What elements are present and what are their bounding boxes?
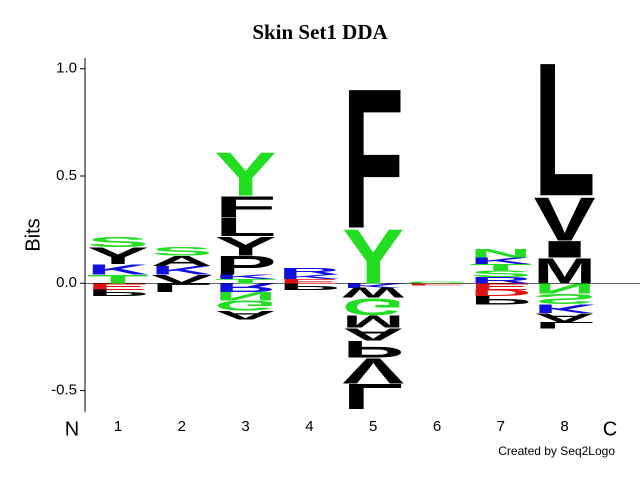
x-tick-label: 4 xyxy=(305,418,313,435)
x-tick-label: 5 xyxy=(369,418,377,435)
logo-letter: K xyxy=(215,274,277,281)
logo-letter: I xyxy=(534,236,596,263)
logo-letter: L xyxy=(151,281,213,294)
logo-letter: T xyxy=(87,273,149,286)
logo-letter: Y xyxy=(215,138,277,209)
logo-letter: E xyxy=(87,281,149,291)
logo-letter: T xyxy=(470,262,532,272)
n-terminus-label: N xyxy=(65,418,79,440)
logo-letter: R xyxy=(278,267,340,277)
x-tick-label: 3 xyxy=(241,418,249,435)
logo-letter: G xyxy=(342,293,404,320)
logo-letter: V xyxy=(342,351,404,391)
logo-letter: L xyxy=(215,212,277,242)
logo-letter: M xyxy=(534,251,596,291)
logo-letter: Y xyxy=(87,243,149,270)
logo-letter: A xyxy=(151,253,213,270)
logo-letter: K xyxy=(87,261,149,278)
logo-letter: A xyxy=(342,324,404,344)
x-tick-label: 7 xyxy=(497,418,505,435)
logo-letter: P xyxy=(470,293,532,306)
logo-letter: T xyxy=(215,278,277,285)
logo-letter: K xyxy=(278,274,340,281)
logo-letter: L xyxy=(534,24,596,237)
logo-letter: D xyxy=(470,288,532,298)
logo-letter: S xyxy=(470,269,532,279)
credit: Created by Seq2Logo xyxy=(498,444,615,458)
logo-letter: N xyxy=(534,280,596,297)
logo-letter: Y xyxy=(215,231,277,261)
logo-letter: N xyxy=(470,247,532,260)
logo-letter: K xyxy=(534,302,596,315)
logo-letter: G xyxy=(215,297,277,314)
x-tick-label: 1 xyxy=(114,418,122,435)
y-tick-label: 0.5 xyxy=(56,167,77,184)
logo-letter: L xyxy=(534,320,596,330)
x-tick-label: 6 xyxy=(433,418,441,435)
logo-letter: P xyxy=(87,288,149,298)
logo-letter: P xyxy=(342,336,404,363)
x-tick-label: 8 xyxy=(560,418,568,435)
logo-letter: V xyxy=(151,273,213,286)
logo-letter: R xyxy=(470,275,532,285)
logo-letter: N xyxy=(215,289,277,302)
y-tick-label: 1.0 xyxy=(56,60,77,77)
logo-letter: W xyxy=(342,284,404,301)
logo-letter: G xyxy=(406,281,468,284)
logo-letter: M xyxy=(342,311,404,331)
logo-letter: Y xyxy=(342,213,404,300)
y-tick-label: 0.0 xyxy=(56,274,77,291)
x-tick-label: 2 xyxy=(178,418,186,435)
logo-letter: A xyxy=(534,311,596,324)
logo-letter: S xyxy=(87,233,149,250)
logo-letter: A xyxy=(215,308,277,321)
logo-letter: V xyxy=(534,183,596,254)
logo-letter: E xyxy=(278,278,340,285)
logo-letter: L xyxy=(342,376,404,416)
logo-letter: P xyxy=(215,251,277,281)
logo-letter: E xyxy=(406,283,468,286)
logo-letter: K xyxy=(342,282,404,289)
logo-letter: K xyxy=(470,256,532,266)
y-axis-label: Bits xyxy=(22,218,44,251)
logo-letter: E xyxy=(470,281,532,291)
chart-title: Skin Set1 DDA xyxy=(252,20,388,44)
y-tick-label: -0.5 xyxy=(51,382,77,399)
logo-letter: K xyxy=(151,264,213,277)
logo-letter: F xyxy=(342,48,404,271)
logo-letter: S xyxy=(151,245,213,258)
logo-letter: R xyxy=(215,281,277,294)
c-terminus-label: C xyxy=(603,418,617,440)
logo-letter: S xyxy=(534,291,596,308)
logo-letter: F xyxy=(215,190,277,224)
logo-letter: P xyxy=(278,281,340,291)
